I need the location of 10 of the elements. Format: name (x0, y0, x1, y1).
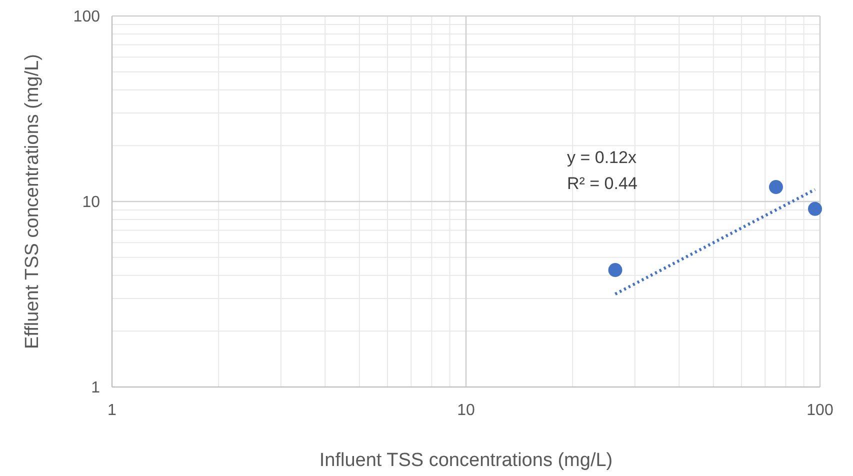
x-tick-label: 10 (457, 402, 475, 419)
y-axis-title: Effluent TSS concentrations (mg/L) (22, 54, 43, 350)
y-tick-label: 100 (73, 8, 100, 26)
x-tick-label: 100 (806, 402, 834, 419)
x-axis-title: Influent TSS concentrations (mg/L) (319, 450, 613, 471)
annotation: R² = 0.44 (567, 174, 638, 193)
annotation: y = 0.12x (567, 148, 637, 167)
y-tick-label: 10 (82, 194, 100, 212)
x-tick-label: 1 (108, 402, 117, 419)
y-tick-label: 1 (91, 380, 100, 397)
